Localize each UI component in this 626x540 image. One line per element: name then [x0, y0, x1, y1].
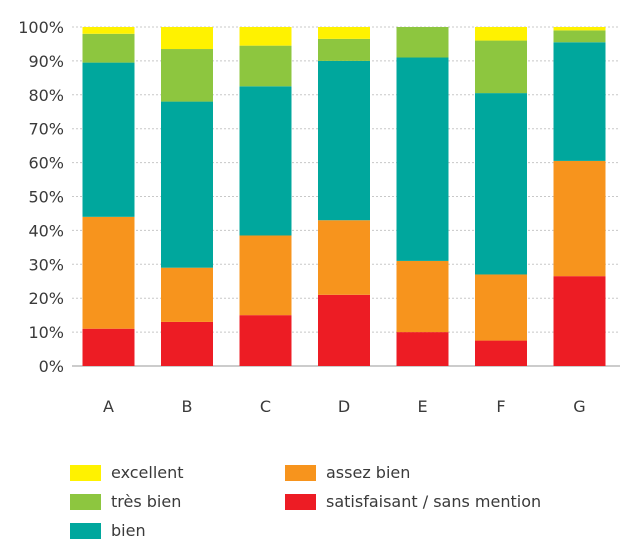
y-tick-label: 20%: [28, 289, 64, 308]
legend-item-excellent: excellent: [70, 463, 184, 482]
bar-segment: [82, 216, 135, 329]
bar-segment: [553, 42, 606, 161]
y-tick-label: 0%: [39, 357, 64, 376]
bar-segment: [161, 49, 213, 102]
legend-label-tres-bien: très bien: [111, 492, 182, 511]
x-tick-label: D: [338, 397, 350, 416]
bar-segment: [396, 260, 449, 333]
bars: [82, 27, 606, 366]
legend-swatch-tres-bien: [70, 493, 101, 510]
x-tick-label: G: [573, 397, 585, 416]
bar-segment: [475, 27, 527, 41]
bar-segment: [318, 294, 370, 366]
y-tick-label: 60%: [28, 154, 64, 173]
bar-segment: [318, 38, 370, 61]
legend-label-excellent: excellent: [111, 463, 184, 482]
legend-swatch-assez-bien: [285, 464, 316, 481]
bar-segment: [475, 93, 527, 275]
bar-segment: [82, 27, 135, 34]
bar-segment: [396, 332, 449, 366]
legend-label-bien: bien: [111, 521, 146, 540]
bar-segment: [475, 40, 527, 94]
bar-segment: [161, 321, 213, 366]
bar-segment: [239, 27, 292, 46]
bar-segment: [553, 30, 606, 43]
bar-segment: [239, 235, 292, 316]
y-tick-label: 50%: [28, 188, 64, 207]
x-tick-label: A: [103, 397, 114, 416]
legend-swatch-satisfaisant: [285, 493, 316, 510]
y-tick-label: 100%: [18, 18, 64, 37]
bar-segment: [318, 60, 370, 221]
bar-segment: [396, 27, 449, 58]
bar-segment: [161, 267, 213, 322]
y-tick-label: 70%: [28, 120, 64, 139]
y-tick-label: 80%: [28, 86, 64, 105]
bar-segment: [396, 57, 449, 261]
bar-segment: [82, 62, 135, 217]
y-tick-label: 30%: [28, 255, 64, 274]
x-tick-label: E: [417, 397, 427, 416]
bar-segment: [239, 45, 292, 87]
legend-label-assez-bien: assez bien: [326, 463, 411, 482]
bar-segment: [553, 160, 606, 277]
bar-segment: [475, 274, 527, 341]
x-tick-label: F: [496, 397, 505, 416]
legend-item-bien: bien: [70, 521, 146, 540]
legend-label-satisfaisant: satisfaisant / sans mention: [326, 492, 542, 511]
bar-segment: [82, 328, 135, 366]
bar-segment: [161, 27, 213, 50]
bar-segment: [239, 315, 292, 366]
legend-item-tres-bien: très bien: [70, 492, 181, 511]
legend-item-assez-bien: assez bien: [285, 463, 410, 482]
bar-segment: [82, 33, 135, 63]
legend-swatch-bien: [70, 522, 101, 539]
y-tick-label: 40%: [28, 221, 64, 240]
bar-segment: [475, 340, 527, 366]
bar-segment: [553, 276, 606, 366]
x-tick-label: C: [260, 397, 271, 416]
bar-segment: [318, 220, 370, 295]
x-axis: A B C D E F G: [103, 397, 586, 416]
bar-segment: [161, 101, 213, 268]
x-tick-label: B: [182, 397, 193, 416]
bar-segment: [318, 27, 370, 39]
y-tick-label: 10%: [28, 323, 64, 342]
legend-swatch-excellent: [70, 464, 101, 481]
y-axis: 0% 10% 20% 30% 40% 50% 60% 70% 80% 90% 100%: [18, 18, 64, 376]
y-tick-label: 90%: [28, 52, 64, 71]
bar-segment: [553, 27, 606, 31]
legend-item-satisfaisant: satisfaisant / sans mention: [285, 492, 541, 511]
bar-segment: [239, 86, 292, 236]
